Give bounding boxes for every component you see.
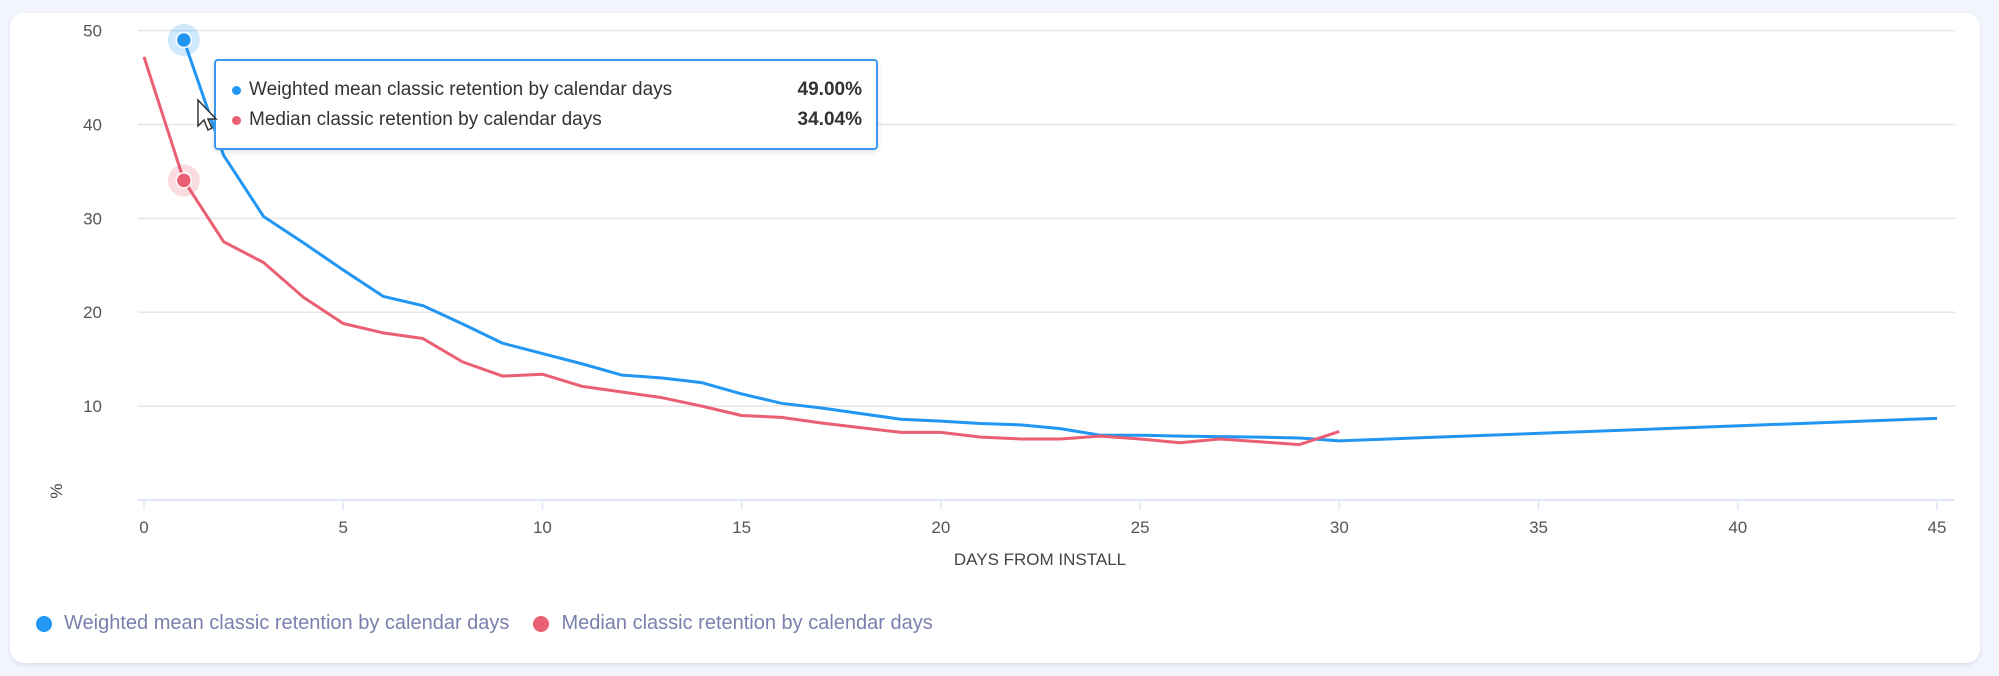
x-tick-label: 15 <box>732 518 751 537</box>
tooltip-label: Weighted mean classic retention by calen… <box>249 79 673 100</box>
y-tick-label: 30 <box>83 209 102 228</box>
series-line-weighted-mean <box>182 39 1938 443</box>
y-tick-label: 50 <box>83 22 102 41</box>
legend-item-weighted-mean[interactable]: Weighted mean classic retention by calen… <box>36 612 509 635</box>
y-tick-label: 40 <box>83 115 102 134</box>
mouse-cursor-icon <box>197 98 218 132</box>
tooltip-value: 34.04% <box>797 109 862 130</box>
y-tick-label: 10 <box>83 397 102 416</box>
legend: Weighted mean classic retention by calen… <box>36 612 957 635</box>
legend-label: Weighted mean classic retention by calen… <box>64 612 510 634</box>
legend-label: Median classic retention by calendar day… <box>561 612 933 634</box>
legend-dot-icon <box>36 615 52 632</box>
tooltip: Weighted mean classic retention by calen… <box>214 59 878 150</box>
tooltip-label: Median classic retention by calendar day… <box>249 109 602 130</box>
x-tick-label: 10 <box>533 518 552 537</box>
x-tick-label: 5 <box>338 518 347 537</box>
series-dot-icon <box>232 115 241 125</box>
series-line-median <box>142 56 1340 447</box>
x-tick-label: 25 <box>1131 518 1150 537</box>
tooltip-row-weighted-mean: Weighted mean classic retention by calen… <box>232 75 862 105</box>
series-dot-icon <box>232 85 241 95</box>
tooltip-value: 49.00% <box>797 79 862 100</box>
x-tick-label: 0 <box>139 518 148 537</box>
x-tick-label: 35 <box>1529 518 1548 537</box>
hover-point[interactable] <box>175 31 193 49</box>
y-tick-label: 20 <box>83 303 102 322</box>
legend-dot-icon <box>533 615 550 632</box>
legend-item-median[interactable]: Median classic retention by calendar day… <box>533 612 933 635</box>
hover-point[interactable] <box>175 172 193 189</box>
tooltip-row-median: Median classic retention by calendar day… <box>232 105 862 135</box>
x-tick-label: 30 <box>1330 518 1349 537</box>
y-axis-title: % <box>47 483 66 498</box>
x-tick-label: 45 <box>1928 518 1947 537</box>
x-axis-title: DAYS FROM INSTALL <box>954 550 1126 569</box>
x-tick-label: 20 <box>931 518 950 537</box>
x-tick-label: 40 <box>1728 518 1747 537</box>
